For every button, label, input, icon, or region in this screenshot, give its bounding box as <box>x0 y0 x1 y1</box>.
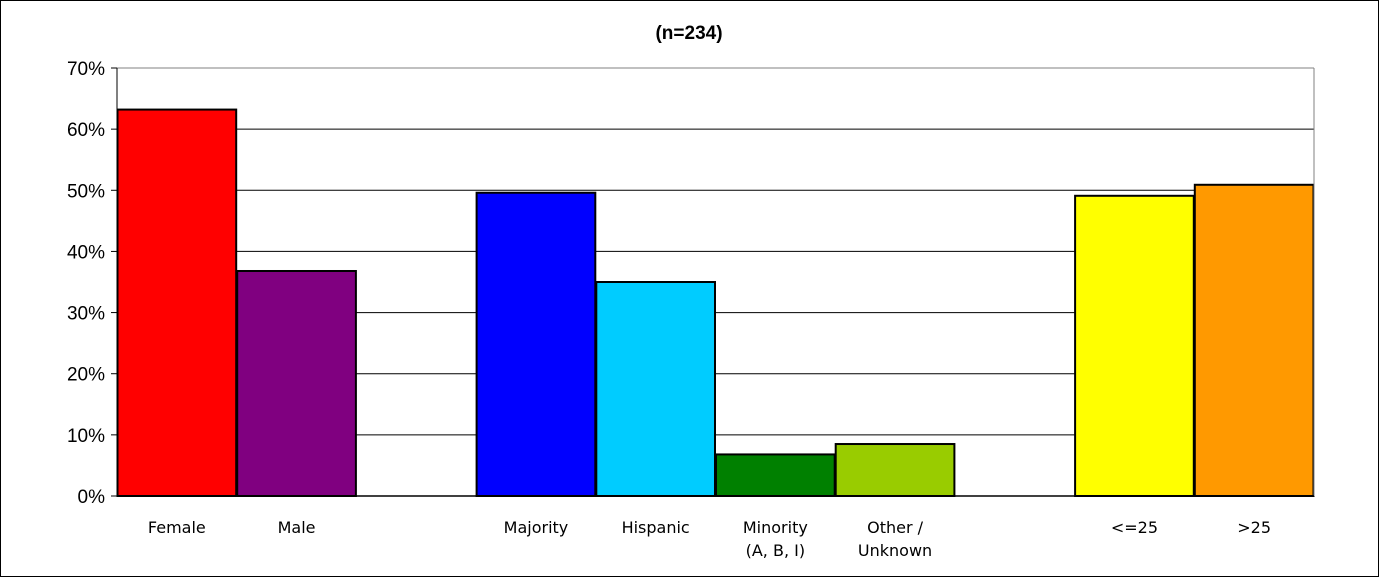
bar-hispanic <box>595 281 716 497</box>
chart-title: (n=234) <box>655 23 722 44</box>
bar-25 <box>1074 194 1195 497</box>
x-category-label: Unknown <box>858 541 932 560</box>
y-tick-label: 50% <box>67 181 105 202</box>
bar-majority <box>475 191 597 498</box>
x-category-label: Male <box>278 518 316 537</box>
y-tick-label: 0% <box>78 487 106 508</box>
y-tick-label: 20% <box>67 365 105 386</box>
y-tick-label: 60% <box>67 120 105 141</box>
y-axis-tick-labels: 0% 10% 20% 30% 40% 50% 60% 70% <box>67 59 105 508</box>
x-category-label: (A, B, I) <box>746 541 805 560</box>
y-tick-label: 70% <box>67 59 105 80</box>
y-tick-label: 40% <box>67 242 105 263</box>
bar-25 <box>1193 183 1315 497</box>
x-category-label: Minority <box>743 518 808 537</box>
y-tick-label: 10% <box>67 426 105 447</box>
x-axis-category-labels: Female Male Majority Hispanic Minority (A, B,… <box>148 518 1271 560</box>
x-category-label: >25 <box>1237 518 1271 537</box>
x-category-label: Other / <box>867 518 924 537</box>
y-tick-label: 30% <box>67 304 105 325</box>
bar-other-unknown <box>834 443 956 497</box>
bar-female <box>116 108 238 497</box>
axes <box>111 67 1315 497</box>
x-category-label: Hispanic <box>622 518 690 537</box>
x-category-label: <=25 <box>1111 518 1158 537</box>
x-category-label: Majority <box>504 518 569 537</box>
bars <box>116 108 1315 498</box>
x-category-label: Female <box>148 518 206 537</box>
bar-male <box>236 269 357 497</box>
bar-minority-a-b-i <box>715 453 836 497</box>
